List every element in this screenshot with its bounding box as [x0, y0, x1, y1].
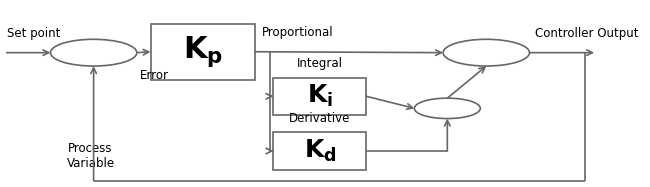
Text: Process
Variable: Process Variable: [66, 142, 114, 170]
FancyBboxPatch shape: [274, 132, 367, 170]
Text: Derivative: Derivative: [289, 112, 350, 125]
Circle shape: [443, 39, 530, 66]
Text: $\mathbf{K_i}$: $\mathbf{K_i}$: [307, 83, 333, 109]
Circle shape: [414, 98, 480, 119]
Text: Integral: Integral: [297, 57, 343, 70]
Text: $\mathbf{K_d}$: $\mathbf{K_d}$: [304, 138, 336, 164]
Circle shape: [51, 39, 136, 66]
FancyBboxPatch shape: [151, 24, 255, 80]
Text: Proportional: Proportional: [261, 26, 333, 39]
Text: Controller Output: Controller Output: [536, 27, 639, 40]
FancyBboxPatch shape: [274, 78, 367, 115]
Text: Set point: Set point: [6, 27, 60, 40]
Text: $\mathbf{K_p}$: $\mathbf{K_p}$: [183, 34, 223, 69]
Text: Error: Error: [140, 69, 169, 82]
